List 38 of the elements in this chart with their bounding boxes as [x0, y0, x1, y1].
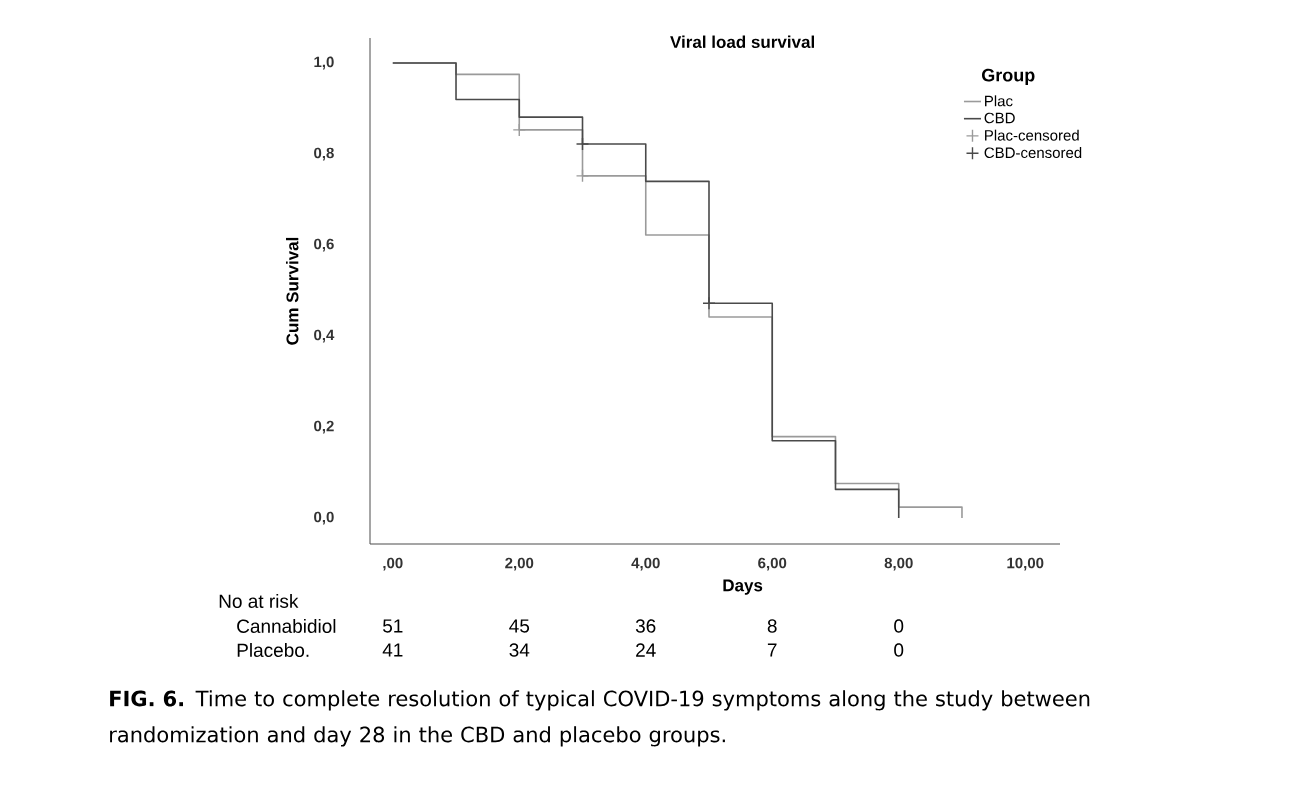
text: 34	[509, 643, 530, 657]
text: 45	[509, 619, 530, 633]
text: 7	[767, 643, 777, 657]
text: 41	[382, 643, 403, 657]
legend-label: Plac-censored	[985, 129, 1079, 141]
text: 8	[767, 619, 777, 633]
x-axis-title: Days	[723, 579, 763, 595]
text: FIG. 6. Time to complete resolution of typical COVID-19 symptoms along the study between randomization and day 28 in the CBD and placebo groups.	[110, 690, 1090, 747]
x-tick-label: 10,00	[1007, 557, 1044, 571]
y-tick-label: 0,8	[314, 147, 334, 161]
y-tick-label: 0,2	[314, 420, 334, 434]
point	[702, 296, 716, 310]
text: 0	[894, 643, 904, 657]
y-axis-title: Cum Survival	[285, 237, 299, 345]
x-tick-label: 8,00	[884, 557, 913, 571]
text: 51	[382, 619, 403, 633]
legend-label: Plac	[985, 95, 1013, 107]
point	[512, 123, 526, 137]
text: Cannabidiol	[237, 619, 336, 633]
y-tick-label: 0,6	[314, 238, 334, 252]
x-tick-label: ,00	[383, 557, 403, 571]
y-tick-label: 0,4	[314, 329, 335, 343]
point	[575, 137, 590, 151]
legend-label: CBD-censored	[984, 147, 1082, 159]
text: 36	[635, 619, 656, 633]
text: Placebo.	[237, 643, 309, 657]
x-tick-label: 2,00	[505, 557, 534, 571]
x-tick-label: 6,00	[758, 557, 787, 571]
chart-title: Viral load survival	[670, 35, 814, 49]
y-tick-label: 0,0	[314, 511, 334, 525]
legend-title: Group	[982, 68, 1035, 86]
text: 0	[894, 619, 904, 633]
y-tick-label: 1,0	[314, 56, 334, 70]
point	[575, 169, 590, 183]
text: 24	[636, 643, 656, 657]
text: No at risk	[219, 594, 299, 608]
legend-label: CBD	[984, 112, 1015, 124]
x-tick-label: 4,00	[631, 557, 660, 571]
